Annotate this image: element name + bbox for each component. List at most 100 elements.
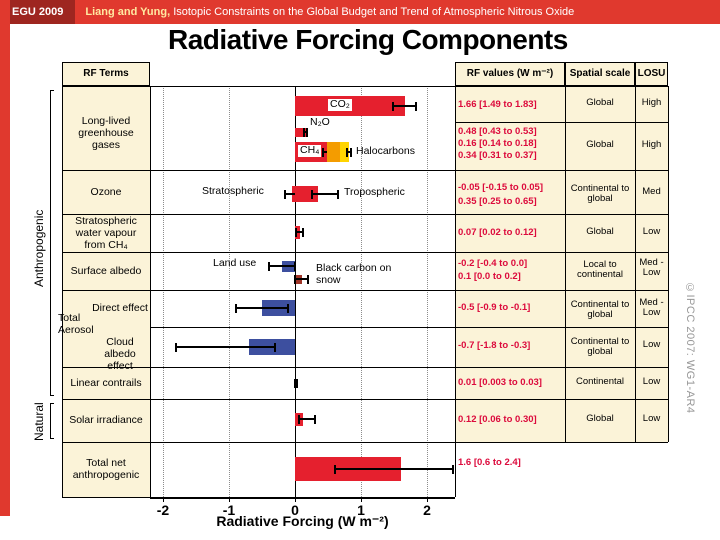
row-label-contrails: Linear contrails: [70, 377, 142, 389]
land_use-error-bar: [267, 261, 297, 271]
bc_snow-error-bar: [293, 274, 310, 284]
axis-tick-label: 2: [423, 502, 431, 518]
rf-value-cloud_albedo-0: -0.7 [-1.8 to -0.3]: [458, 340, 531, 351]
bc_snow-label: Black carbon on snow: [316, 262, 392, 286]
spatial-scale-llghg-0: Global: [586, 97, 614, 108]
rf-value-solar-0: 0.12 [0.06 to 0.30]: [458, 414, 537, 425]
losu-ozone-0: Med: [642, 186, 661, 197]
column-header-losu: LOSU: [635, 62, 668, 86]
row-label-llghg: Long-lived greenhouse gases: [78, 115, 134, 152]
spatial-scale-solar-0: Global: [586, 413, 614, 424]
losu-aerosol_direct-0: Med - Low: [639, 297, 664, 319]
n2o-bar: [295, 127, 306, 137]
zero-gridline: [295, 86, 296, 497]
halocarbons-bar: [326, 142, 350, 162]
o3_trop-error-bar: [310, 189, 340, 199]
tropospheric-label: Tropospheric: [344, 186, 405, 198]
table-line: [62, 86, 63, 497]
row-label-surface_albedo: Surface albedo: [70, 265, 142, 277]
rf-value-llghg-3: 0.34 [0.31 to 0.37]: [458, 150, 537, 161]
table-line: [635, 86, 636, 442]
axis-tick-label: 1: [357, 502, 365, 518]
row-label-cloud_albedo: Cloud albedo effect: [104, 336, 136, 373]
table-line: [62, 252, 668, 253]
header-authors: Liang and Yung,: [85, 6, 171, 18]
axis-tick: [229, 497, 230, 502]
table-line: [150, 327, 668, 328]
x-axis-title: Radiative Forcing (W m⁻²): [216, 513, 389, 529]
table-line: [62, 214, 668, 215]
solar-error-bar: [297, 414, 316, 424]
losu-cloud_albedo-0: Low: [642, 339, 661, 350]
spatial-scale-llghg-1: Global: [586, 139, 614, 150]
figure-credit: ©IPCC 2007: WG1-AR4: [684, 282, 696, 414]
side-label-anthropogenic: Anthropogenic: [32, 209, 46, 287]
spatial-scale-strat_h2o-0: Global: [586, 226, 614, 237]
stratospheric-label: Stratospheric: [202, 185, 264, 197]
losu-surface_albedo-0: Med - Low: [639, 257, 664, 279]
table-line: [668, 86, 669, 442]
rf-value-ozone-0: -0.05 [-0.15 to 0.05]: [458, 182, 544, 193]
ch4-label: CH₄: [298, 144, 322, 157]
table-line: [62, 442, 668, 443]
row-label-total-aerosol: Total Aerosol: [58, 312, 94, 337]
slide-title: Radiative Forcing Components: [168, 24, 568, 55]
anthropogenic-bracket: [50, 90, 54, 396]
n2o-error-bar: [303, 127, 308, 137]
header-subtitle: Isotopic Constraints on the Global Budge…: [173, 6, 575, 18]
table-line: [62, 170, 668, 171]
spatial-column-bg: [565, 86, 635, 442]
losu-strat_h2o-0: Low: [642, 226, 661, 237]
row-label-aerosol_direct: Direct effect: [92, 302, 148, 314]
losu-solar-0: Low: [642, 413, 661, 424]
slide-header-bar: EGU 2009 Liang and Yung, Isotopic Constr…: [0, 0, 720, 24]
rf-value-surface_albedo-1: 0.1 [0.0 to 0.2]: [458, 271, 521, 282]
rf-value-llghg-0: 1.66 [1.49 to 1.83]: [458, 99, 537, 110]
column-header-spatial-scale: Spatial scale: [565, 62, 635, 86]
axis-tick: [427, 497, 428, 502]
gridline: [229, 86, 230, 497]
axis-tick: [295, 497, 296, 502]
table-line: [455, 122, 668, 123]
column-header-rf-terms: RF Terms: [62, 62, 150, 86]
spatial-scale-cloud_albedo-0: Continental to global: [570, 336, 630, 358]
rf-value-surface_albedo-0: -0.2 [-0.4 to 0.0]: [458, 258, 528, 269]
land_use-label: Land use: [213, 257, 257, 269]
strat_h2o-error-bar: [295, 227, 304, 237]
halocarbons-label: Halocarbons: [356, 145, 415, 157]
losu-llghg-1: High: [641, 139, 662, 150]
rf-value-ozone-1: 0.35 [0.25 to 0.65]: [458, 196, 537, 207]
rf-terms-column-bg: [62, 86, 150, 497]
table-line: [62, 367, 668, 368]
slide-header-text: Liang and Yung, Isotopic Constraints on …: [85, 6, 574, 18]
losu-llghg-0: High: [641, 97, 662, 108]
slide-accent-strip: [0, 0, 10, 516]
total_net-error-bar: [333, 464, 455, 474]
row-label-strat_h2o: Stratospheric water vapour from CH₄: [75, 215, 137, 252]
table-line: [62, 86, 668, 87]
rf-value-llghg-1: 0.48 [0.43 to 0.53]: [458, 126, 537, 137]
table-line: [62, 290, 668, 291]
cloud_albedo-error-bar: [175, 342, 277, 352]
column-header-rf-values: RF values (W m⁻²): [455, 62, 565, 86]
table-line: [150, 86, 151, 497]
natural-bracket: [50, 403, 54, 439]
n2o-label: N₂O: [310, 116, 330, 128]
co2-error-bar: [392, 101, 418, 111]
table-line: [565, 86, 566, 442]
side-label-natural: Natural: [32, 402, 46, 441]
x-axis-line: [150, 497, 455, 499]
table-line: [62, 497, 150, 498]
rf-values-column-bg: [455, 86, 565, 442]
spatial-scale-surface_albedo-0: Local to continental: [577, 259, 623, 281]
losu-contrails-0: Low: [642, 376, 661, 387]
axis-tick-label: -1: [222, 502, 236, 518]
row-label-total_net: Total net anthropogenic: [72, 457, 140, 482]
spatial-scale-aerosol_direct-0: Continental to global: [570, 299, 630, 321]
rf-value-total_net-0: 1.6 [0.6 to 2.4]: [458, 457, 521, 468]
axis-tick: [163, 497, 164, 502]
gridline: [163, 86, 164, 497]
gridline: [361, 86, 362, 497]
axis-tick-label: 0: [291, 502, 299, 518]
